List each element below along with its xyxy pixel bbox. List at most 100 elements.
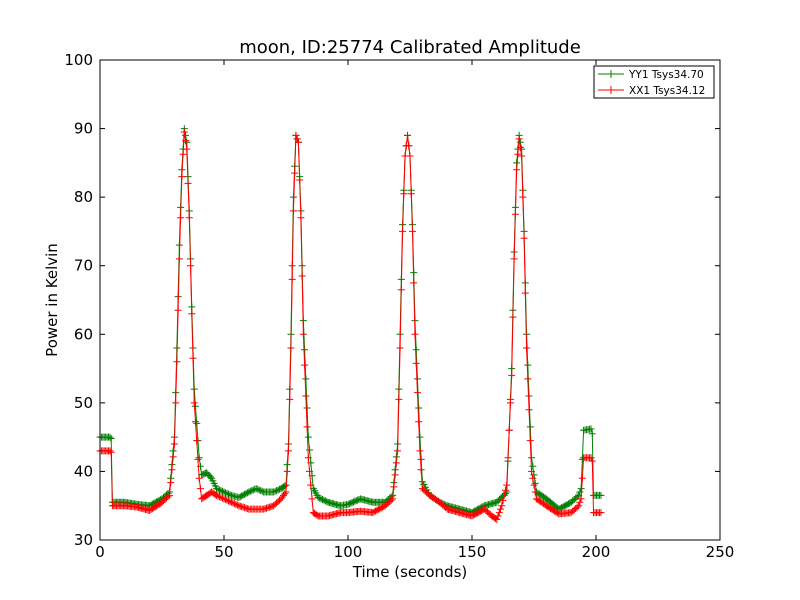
data-point xyxy=(510,255,518,263)
data-point xyxy=(173,358,181,366)
data-point xyxy=(180,128,188,136)
data-point xyxy=(185,214,193,222)
data-point xyxy=(499,497,507,505)
data-point xyxy=(226,491,234,499)
data-point xyxy=(306,467,314,475)
data-point xyxy=(107,448,115,456)
data-point xyxy=(498,502,506,510)
y-tick-label: 70 xyxy=(74,257,93,275)
data-point xyxy=(284,447,292,455)
data-point xyxy=(501,486,509,494)
data-point xyxy=(406,152,414,160)
data-point xyxy=(182,137,190,145)
y-tick-label: 40 xyxy=(74,462,93,480)
data-point xyxy=(193,437,201,445)
x-tick-label: 250 xyxy=(706,543,735,561)
data-point xyxy=(172,399,180,407)
data-point xyxy=(191,418,199,426)
data-point xyxy=(170,440,178,448)
legend-marker xyxy=(607,86,615,94)
data-point xyxy=(387,496,395,504)
data-point xyxy=(214,485,222,493)
data-point xyxy=(576,498,584,506)
data-point xyxy=(194,455,202,463)
data-point xyxy=(479,506,487,514)
legend-label: YY1 Tsys34.70 xyxy=(628,69,704,81)
data-point xyxy=(298,272,306,280)
data-point xyxy=(220,488,228,496)
data-point xyxy=(248,487,256,495)
data-point xyxy=(177,214,185,222)
data-point xyxy=(258,487,266,495)
data-point xyxy=(410,279,418,287)
data-point xyxy=(184,179,192,187)
data-point xyxy=(391,471,399,479)
data-point xyxy=(255,486,263,494)
data-point xyxy=(407,190,415,198)
data-point xyxy=(252,485,260,493)
data-point xyxy=(216,486,224,494)
data-point xyxy=(417,455,425,463)
data-point xyxy=(191,402,199,410)
data-point xyxy=(296,176,304,184)
y-tick-label: 30 xyxy=(74,531,93,549)
data-point xyxy=(196,485,204,493)
axis-ticks: 0 50 100 150 200 250 30 40 50 60 70 80 90 100 xyxy=(64,51,734,561)
data-point xyxy=(239,491,247,499)
data-point xyxy=(293,135,301,143)
data-point xyxy=(249,486,257,494)
data-point xyxy=(389,495,397,503)
x-axis-label: Time (seconds) xyxy=(352,563,468,581)
data-point xyxy=(299,330,307,338)
data-point xyxy=(529,474,537,482)
data-point xyxy=(494,512,502,520)
data-point xyxy=(495,509,503,517)
y-tick-label: 90 xyxy=(74,120,93,138)
data-point xyxy=(193,419,201,427)
data-point xyxy=(392,459,400,467)
data-point xyxy=(308,495,316,503)
data-point xyxy=(523,344,531,352)
data-point xyxy=(413,389,421,397)
y-tick-label: 50 xyxy=(74,394,93,412)
data-point xyxy=(415,418,423,426)
data-point xyxy=(397,286,405,294)
plot-frame xyxy=(99,59,721,541)
data-point xyxy=(518,145,526,153)
data-point xyxy=(195,454,203,462)
x-tick-label: 0 xyxy=(95,543,105,561)
data-point xyxy=(274,486,282,494)
x-tick-label: 200 xyxy=(582,543,611,561)
data-point xyxy=(588,430,596,438)
data-point xyxy=(297,214,305,222)
data-point xyxy=(505,426,513,434)
data-point xyxy=(165,491,173,499)
data-point xyxy=(303,404,311,412)
data-point xyxy=(396,344,404,352)
data-point xyxy=(217,487,225,495)
data-point xyxy=(187,262,195,270)
data-point xyxy=(183,138,191,146)
data-point xyxy=(576,488,584,496)
data-point xyxy=(238,492,246,500)
data-point xyxy=(587,454,595,462)
data-point xyxy=(246,487,254,495)
data-point xyxy=(515,135,523,143)
data-point xyxy=(233,501,241,509)
data-point xyxy=(303,423,311,431)
data-point xyxy=(271,487,279,495)
data-point xyxy=(587,425,595,433)
data-point xyxy=(597,509,605,517)
data-point xyxy=(183,145,191,153)
data-point xyxy=(291,169,299,177)
data-point xyxy=(189,354,197,362)
data-point xyxy=(220,495,228,503)
data-point xyxy=(282,488,290,496)
data-point xyxy=(513,166,521,174)
data-point xyxy=(503,481,511,489)
data-point xyxy=(107,435,115,443)
data-point xyxy=(174,306,182,314)
data-point xyxy=(287,344,295,352)
